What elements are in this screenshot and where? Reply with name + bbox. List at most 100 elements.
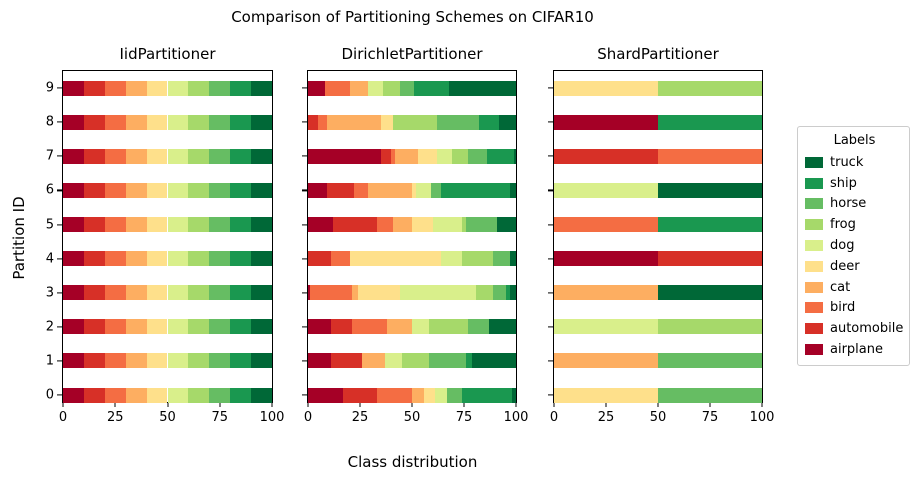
bar-segment-bird [353,182,369,198]
bar-segment-horse [209,319,231,335]
bar-segment-frog [188,148,210,164]
x-tick-label: 0 [58,410,68,425]
bar-segment-airplane [308,182,327,198]
y-tick-mark [548,326,553,328]
legend-item: dog [805,235,904,256]
bar-segment-horse [209,217,231,232]
bar-segment-deer [146,387,168,403]
y-tick-mark [57,189,62,191]
y-tick-mark [548,292,553,294]
bar-segment-automobile [83,353,105,369]
bar-segment-horse [658,353,762,369]
bar-segment-cat [125,387,147,403]
y-tick-label: 4 [45,251,54,267]
y-tick-mark [57,223,62,226]
bar-segment-deer [146,319,168,335]
bar-segment-ship [230,80,252,96]
bar-segment-airplane [554,114,658,130]
y-tick-mark [302,360,307,362]
x-tick-label: 75 [701,410,719,425]
bar-segment-airplane [63,285,84,301]
bar-partition-1 [554,353,762,369]
bar-segment-bird [104,182,126,198]
bar-segment-automobile [83,251,105,267]
truck-swatch-icon [805,156,823,168]
bar-segment-frog [658,319,762,335]
bar-segment-deer [146,353,168,369]
bar-segment-dog [368,80,383,96]
bar-segment-bird [104,251,126,267]
bar-segment-bird [104,353,126,369]
y-tick-mark [57,394,62,396]
bar-segment-deer [418,148,437,164]
bar-segment-cat [362,353,385,369]
y-tick-label: 2 [45,319,54,335]
automobile-swatch-icon [805,323,823,335]
bar-segment-ship [466,353,473,369]
bar-partition-6 [554,182,762,198]
y-tick-mark [548,360,553,362]
bar-segment-horse [209,114,231,130]
bar-segment-bird [104,148,126,164]
bar-partition-2 [554,319,762,335]
bar-segment-bird [554,217,658,232]
bar-segment-truck [472,353,516,369]
bar-segment-dog [167,285,189,301]
bar-segment-truck [251,217,272,232]
bar-partition-8 [308,114,516,130]
legend-item-label: dog [830,238,855,254]
airplane-swatch-icon [805,344,823,356]
bar-segment-airplane [63,387,84,403]
bar-segment-ship [441,182,510,198]
bar-segment-bird [310,285,352,301]
legend-item: cat [805,277,904,298]
bar-segment-truck [251,182,272,198]
bar-segment-horse [430,182,442,198]
bar-segment-deer [424,387,435,403]
x-tick-mark [515,403,517,407]
bar-segment-airplane [63,319,84,335]
bar-segment-dog [432,217,462,232]
bar-segment-automobile [83,285,105,301]
legend-item: automobile [805,318,904,339]
x-tick-mark [219,403,221,407]
bar-partition-7 [308,148,516,164]
bar-segment-automobile [83,217,105,232]
bar-partition-3 [308,285,516,301]
bar-segment-deer [412,217,433,232]
bar-segment-frog [461,251,494,267]
bar-segment-horse [209,387,231,403]
frog-swatch-icon [805,219,823,231]
x-tick-label: 25 [351,410,369,425]
bar-segment-airplane [308,387,344,403]
bar-segment-bird [330,251,350,267]
bar-segment-horse [209,80,231,96]
y-tick-mark [302,394,307,396]
bar-segment-dog [167,182,189,198]
bar-partition-2 [308,319,516,335]
bar-segment-dog [436,148,452,164]
bar-partition-0 [63,387,272,403]
legend-items: truck ship horse frog dog deer cat bird automobi… [805,152,904,360]
bar-segment-ship [230,387,252,403]
bar-segment-airplane [308,148,381,164]
bar-segment-deer [146,148,168,164]
bar-segment-frog [188,251,210,267]
bar-segment-frog [393,114,437,130]
x-tick-label: 75 [455,410,473,425]
bar-segment-cat [349,80,369,96]
bar-segment-automobile [83,182,105,198]
bar-segment-ship [505,285,510,301]
bar-segment-cat [554,285,658,301]
bar-segment-bird [318,114,327,130]
bar-segment-automobile [326,182,354,198]
bar-segment-ship [478,114,500,130]
bar-segment-truck [511,387,516,403]
cat-swatch-icon [805,281,823,293]
bar-segment-horse [428,353,467,369]
bar-segment-ship [230,148,252,164]
bar-segment-automobile [554,148,658,164]
y-tick-mark [57,360,62,362]
bar-segment-cat [387,319,412,335]
bar-segment-cat [368,182,412,198]
